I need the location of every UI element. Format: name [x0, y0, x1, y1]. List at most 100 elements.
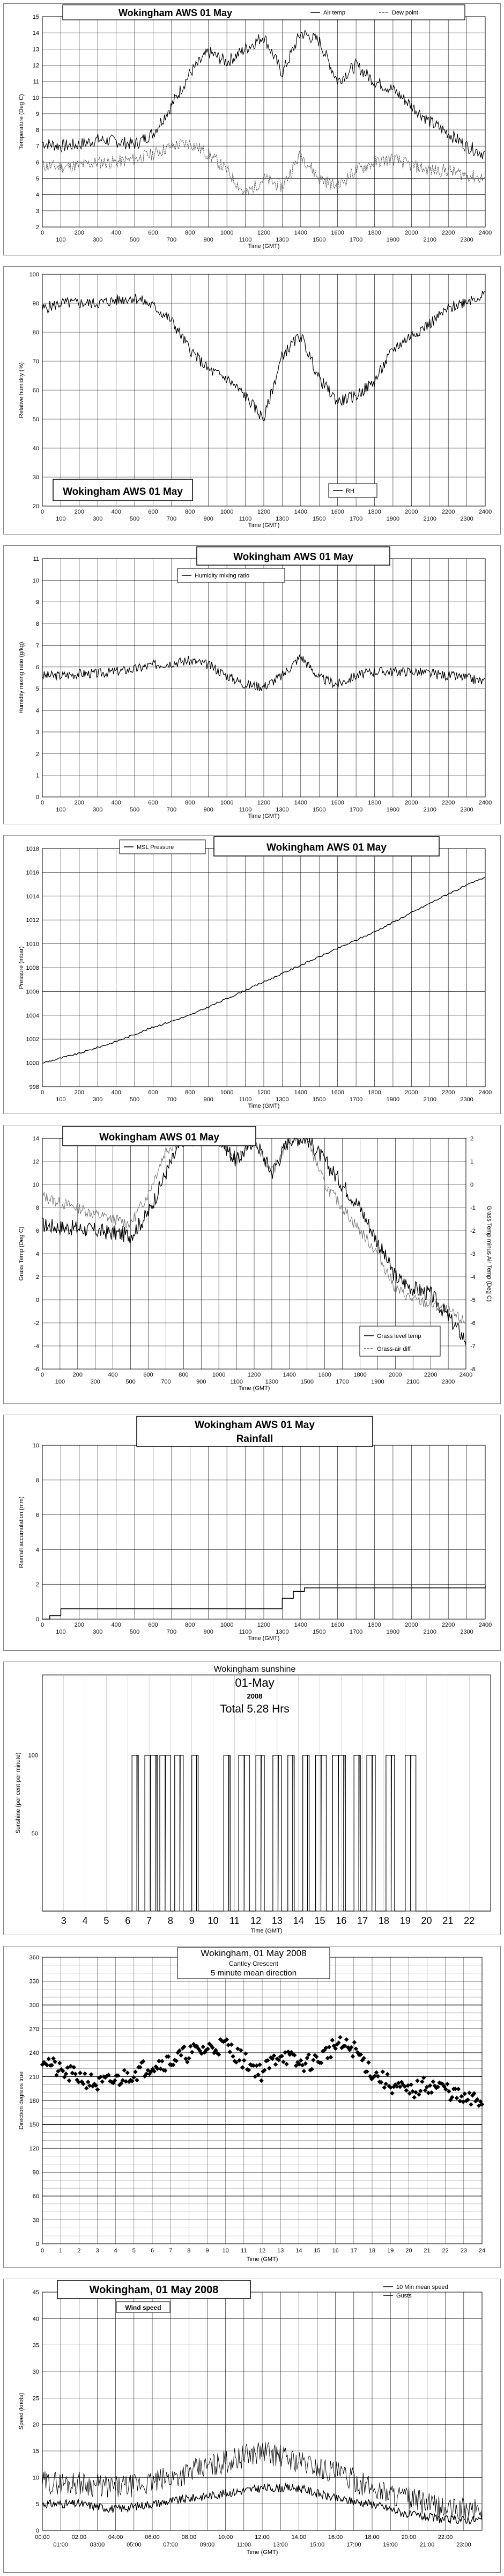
direction-point [189, 2050, 195, 2055]
sun-xtick: 17 [357, 1915, 368, 1926]
chart-mixing-ratio-svg: 0 1 2 3 4 5 6 7 8 9 10 11 Humidity mixing ratio (g/k… [18, 546, 492, 819]
sun-xtick: 10 [207, 1915, 218, 1926]
wind-ytick: 30 [33, 2369, 39, 2375]
pres-xtick-minor: 500 [130, 1096, 139, 1103]
rh-title-box [53, 479, 193, 501]
temp-header-box [62, 4, 465, 20]
wind-xtick-minor: 05:00 [127, 2542, 142, 2548]
rain-xlabel: Time (GMT) [248, 1635, 280, 1642]
mix-title: Wokingham AWS 01 May [233, 551, 353, 562]
mix-xtick: 1600 [331, 800, 344, 806]
temp-xtick-minor: 1100 [239, 237, 252, 243]
direction-point [226, 2043, 231, 2047]
wind-xtick-minor: 19:00 [383, 2542, 398, 2548]
grass-xtick: 200 [73, 1372, 83, 1378]
wind-ytick: 15 [33, 2448, 39, 2455]
pres-xtick: 1000 [220, 1089, 233, 1096]
legend-msl-pressure: MSL Pressure [137, 844, 174, 851]
pres-xtick-minor: 900 [204, 1096, 213, 1103]
temp-xlabel: Time (GMT) [248, 243, 280, 250]
mix-xlabel: Time (GMT) [248, 813, 280, 819]
wind-xtick: 02:00 [72, 2534, 87, 2541]
temp-ytick: 4 [36, 192, 39, 199]
rain-ytick: 10 [33, 1443, 39, 1449]
mix-legend-box [177, 568, 285, 583]
grass-xtick: 1600 [318, 1372, 331, 1378]
sun-ylabel: Sunshine (per cent per minute) [15, 1752, 21, 1833]
pres-ytick: 1012 [26, 917, 39, 924]
temp-title: Wokingham AWS 01 May [118, 8, 232, 18]
pres-xtick-minor: 2300 [460, 1096, 473, 1103]
wind-xlabel: Time (GMT) [247, 2549, 278, 2556]
mix-xtick-minor: 2300 [460, 807, 473, 813]
grass-xtick-minor: 1300 [265, 1379, 278, 1385]
wind-xtick: 04:00 [108, 2534, 123, 2541]
grass-xtick: 1200 [248, 1372, 261, 1378]
rh-ytick: 30 [33, 474, 39, 481]
grass-xlabel: Time (GMT) [239, 1385, 270, 1392]
pres-xtick: 800 [185, 1089, 195, 1096]
grass-xtick-minor: 500 [125, 1379, 135, 1385]
temp-ylabel: Temperature (Deg C) [18, 94, 25, 149]
direction-point [298, 2058, 303, 2063]
pres-xlabel: Time (GMT) [248, 1103, 280, 1109]
dir-xtick: 1 [59, 2248, 62, 2254]
pres-xtick: 2200 [442, 1089, 455, 1096]
pres-xtick-minor: 700 [167, 1096, 176, 1103]
mix-xtick-minor: 100 [56, 807, 65, 813]
direction-point [53, 2059, 57, 2065]
rain-ytick: 4 [36, 1547, 39, 1553]
rh-ytick: 80 [33, 330, 39, 336]
pres-ytick: 1010 [26, 941, 39, 948]
mix-xtick: 1200 [257, 800, 270, 806]
wind-ytick: 5 [36, 2501, 39, 2508]
mix-ytick: 5 [36, 686, 39, 692]
rain-xtick-minor: 1900 [387, 1629, 399, 1635]
mix-ylabel: Humidity mixing ratio (g/kg) [18, 642, 25, 713]
mean-speed-line [42, 2482, 483, 2525]
grass-ytick: -6 [34, 1366, 39, 1373]
rh-xtick: 2200 [442, 509, 455, 515]
rh-xtick: 1200 [257, 509, 270, 515]
rain-xtick: 1600 [331, 1622, 344, 1628]
rh-ytick: 100 [29, 272, 39, 278]
sun-xtick: 20 [421, 1915, 432, 1926]
sun-xtick: 16 [336, 1915, 346, 1926]
dir-xtick: 19 [387, 2248, 394, 2254]
temp-xtick-minor: 1500 [313, 237, 325, 243]
rh-xlabel: Time (GMT) [248, 522, 280, 529]
chart-wind-direction: 0 30 60 90 120 150 180 210 240 270 300 330 360 Direct… [3, 1946, 501, 2268]
temp-xtick-minor: 2300 [460, 237, 473, 243]
rh-xtick-minor: 1100 [239, 516, 252, 522]
dir-ytick: 90 [33, 2170, 39, 2176]
legend-mixing-ratio: Humidity mixing ratio [195, 573, 249, 579]
legend-grass-level-temp: Grass level temp [377, 1333, 421, 1340]
grass-xtick-minor: 1700 [336, 1379, 349, 1385]
grass-title: Wokingham AWS 01 May [99, 1132, 219, 1143]
mix-xtick-minor: 700 [167, 807, 176, 813]
wind-ytick: 0 [36, 2528, 39, 2534]
direction-point [100, 2079, 105, 2084]
pres-legend-box [119, 839, 206, 854]
dir-ytick: 30 [33, 2218, 39, 2224]
temp-ytick: 8 [36, 127, 39, 134]
grass-xtick-minor: 2100 [406, 1379, 419, 1385]
wind-title-box [57, 2280, 251, 2299]
pres-xtick: 1200 [257, 1089, 270, 1096]
sun-year: 2008 [247, 1692, 263, 1700]
direction-point [257, 2062, 262, 2067]
chart-air-temp-svg: 2 3 4 5 6 7 8 9 10 11 12 13 14 15 Temperature (Deg C) 0… [18, 4, 492, 250]
sun-xtick: 11 [229, 1915, 240, 1926]
mix-xtick-minor: 300 [93, 807, 102, 813]
rh-xtick-minor: 1500 [313, 516, 325, 522]
grass-xtick-minor: 1500 [301, 1379, 314, 1385]
dir-ytick: 210 [29, 2074, 39, 2081]
grass-y2tick: -7 [470, 1343, 476, 1350]
wind-xtick-minor: 01:00 [53, 2542, 68, 2548]
rain-title: Wokingham AWS 01 May [195, 1419, 315, 1431]
mix-xtick-minor: 500 [130, 807, 139, 813]
mix-xtick: 400 [111, 800, 121, 806]
wind-xtick: 10:00 [218, 2534, 233, 2541]
direction-point [205, 2046, 210, 2052]
grass-y2label: Grass Temp minus Air Temp (Deg C) [486, 1206, 492, 1302]
